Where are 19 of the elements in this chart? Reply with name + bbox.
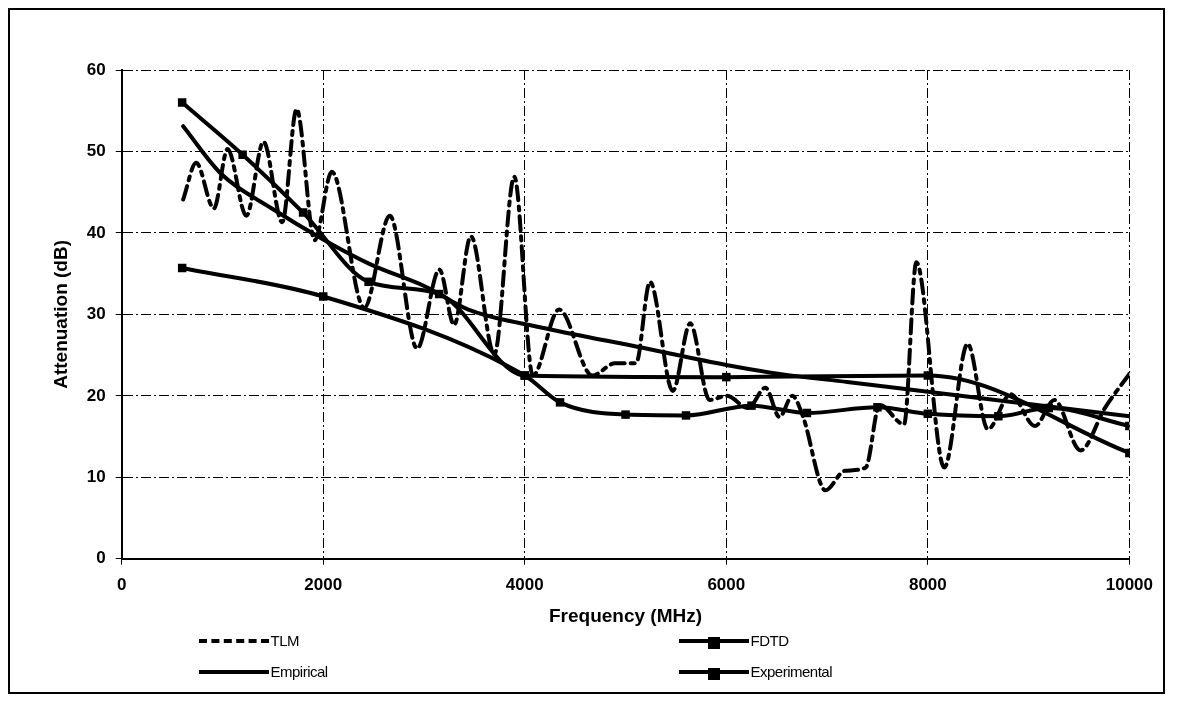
legend-label: Experimental [750, 663, 833, 680]
legend-label: FDTD [750, 632, 789, 649]
legend-label: TLM [270, 632, 299, 649]
x-tick-label: 0 [116, 574, 127, 594]
x-tick-label: 4000 [505, 574, 544, 594]
y-tick-label: 10 [86, 467, 106, 487]
y-tick-label: 0 [96, 548, 106, 568]
y-tick-label: 30 [86, 304, 106, 324]
y-tick-label: 50 [86, 141, 106, 161]
x-tick-label: 2000 [304, 574, 343, 594]
x-tick-label: 8000 [908, 574, 947, 594]
y-tick-label: 60 [86, 59, 106, 79]
y-tick-label: 20 [86, 385, 106, 405]
x-axis-title: Frequency (MHz) [549, 604, 703, 626]
y-axis-title: Attenuation (dB) [49, 239, 71, 389]
legend-label: Empirical [270, 663, 328, 680]
x-tick-label: 6000 [707, 574, 746, 594]
x-tick-label: 10000 [1105, 574, 1153, 594]
y-tick-label: 40 [86, 222, 106, 242]
